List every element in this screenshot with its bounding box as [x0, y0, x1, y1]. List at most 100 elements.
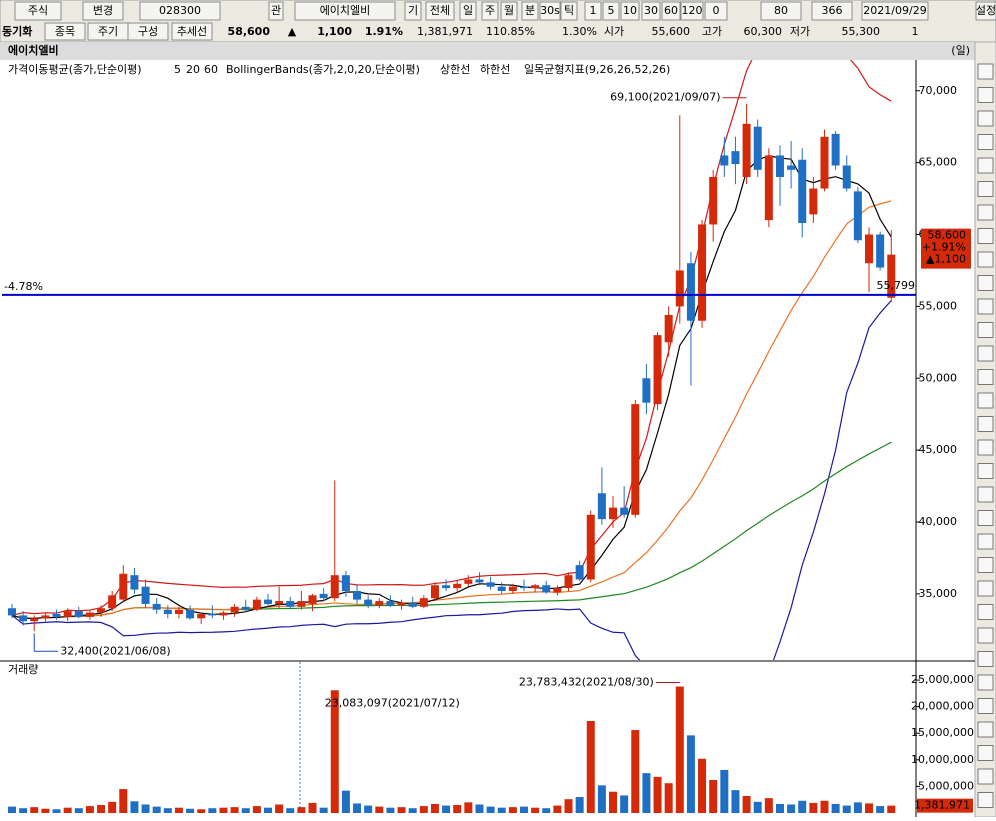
toolbar-button[interactable]	[268, 1, 284, 21]
side-tool[interactable]	[977, 792, 994, 808]
toolbar-button[interactable]	[861, 1, 929, 21]
side-tool[interactable]	[977, 721, 994, 738]
candle-body	[108, 595, 117, 609]
side-tool[interactable]	[977, 463, 994, 479]
toolbar-button[interactable]	[661, 1, 681, 21]
toolbar-button[interactable]	[82, 1, 124, 21]
y-tick-label: 40,000	[919, 515, 958, 528]
toolbar-button[interactable]	[760, 1, 802, 21]
side-tool[interactable]	[977, 251, 994, 268]
toolbar-button[interactable]	[500, 1, 518, 21]
toolbar-button[interactable]	[127, 22, 169, 41]
toolbar-button[interactable]	[560, 1, 578, 21]
chart-bg	[0, 60, 975, 817]
volume-bar	[19, 808, 28, 813]
side-tool[interactable]	[977, 275, 994, 291]
candle-body	[464, 579, 473, 584]
side-tool[interactable]	[977, 204, 994, 221]
toolbar-button[interactable]	[294, 1, 396, 21]
legend-ma20: 20	[186, 63, 200, 76]
side-tool[interactable]	[977, 134, 994, 150]
side-tool[interactable]	[977, 416, 994, 432]
volume-bar	[809, 802, 818, 813]
toolbar-label: 틱	[564, 4, 574, 17]
side-tool[interactable]	[977, 557, 994, 573]
high-annotation: 69,100(2021/09/07)	[610, 91, 720, 104]
toolbar-button[interactable]	[680, 1, 704, 21]
side-tool[interactable]	[977, 110, 994, 127]
side-tool[interactable]	[977, 604, 994, 620]
y-tick-label: 15,000,000	[911, 726, 974, 739]
toolbar-button[interactable]	[171, 22, 213, 41]
candle-body	[30, 618, 39, 622]
candle-body	[442, 585, 451, 589]
toolbar-button[interactable]	[584, 1, 602, 21]
volume-bar	[375, 806, 384, 813]
side-tool[interactable]	[977, 627, 994, 644]
volume-bar	[775, 803, 784, 813]
candle-body	[675, 270, 684, 307]
toolbar-button[interactable]	[975, 1, 996, 21]
volume-bar	[174, 807, 183, 813]
volume-bar	[41, 808, 50, 813]
volume-bar	[241, 808, 250, 813]
annotation-arrow	[33, 633, 59, 652]
volume-bar	[85, 806, 94, 813]
toolbar-button[interactable]	[620, 1, 640, 21]
side-tool[interactable]	[977, 533, 994, 550]
toolbar-button[interactable]	[404, 1, 422, 21]
volume-bar	[653, 776, 662, 813]
candle-body	[419, 598, 428, 607]
toolbar-button[interactable]	[539, 1, 561, 21]
current-volume-box	[917, 798, 973, 813]
toolbar-button[interactable]	[139, 1, 221, 21]
candle-body	[152, 603, 161, 610]
side-tool[interactable]	[977, 510, 994, 526]
side-tool[interactable]	[977, 392, 994, 409]
toolbar-value: 고가	[702, 25, 722, 38]
side-tool[interactable]	[977, 439, 994, 456]
side-tool[interactable]	[977, 768, 994, 785]
toolbar-label: 에이치엘비	[320, 4, 371, 17]
toolbar-button[interactable]	[704, 1, 728, 21]
side-tool[interactable]	[977, 322, 994, 338]
toolbar-button[interactable]	[425, 1, 455, 21]
toolbar-button[interactable]	[811, 1, 853, 21]
volume-bar	[341, 790, 350, 813]
volume-bar	[609, 791, 618, 813]
side-tool[interactable]	[977, 674, 994, 691]
toolbar-button[interactable]	[481, 1, 499, 21]
side-tool[interactable]	[977, 580, 994, 597]
toolbar-button[interactable]	[602, 1, 620, 21]
toolbar-button[interactable]	[44, 22, 86, 41]
toolbar-button[interactable]	[641, 1, 661, 21]
toolbar-button[interactable]	[521, 1, 539, 21]
volume-bar	[597, 785, 606, 813]
toolbar-button[interactable]	[459, 1, 477, 21]
candle-body	[597, 493, 606, 520]
volume-bar	[308, 802, 317, 813]
toolbar-label: 10	[623, 4, 637, 17]
volume-bar	[30, 807, 39, 813]
candle-body	[753, 126, 762, 170]
side-tool[interactable]	[977, 369, 994, 385]
candle-body	[609, 507, 618, 520]
candle-body	[297, 601, 306, 607]
candle-body	[519, 586, 528, 589]
side-tool[interactable]	[977, 745, 994, 761]
side-tool[interactable]	[977, 63, 994, 80]
side-tool[interactable]	[977, 345, 994, 362]
side-tool[interactable]	[977, 157, 994, 174]
price-plot	[8, 60, 896, 660]
side-tool[interactable]	[977, 228, 994, 244]
side-tool[interactable]	[977, 486, 994, 503]
side-tool[interactable]	[977, 651, 994, 667]
side-tool[interactable]	[977, 181, 994, 197]
toolbar-button[interactable]	[14, 1, 62, 21]
side-tool[interactable]	[977, 298, 994, 315]
side-tool[interactable]	[977, 698, 994, 714]
toolbar-label: 일	[463, 3, 473, 17]
side-tool[interactable]	[977, 87, 994, 103]
volume-bar	[698, 758, 707, 813]
